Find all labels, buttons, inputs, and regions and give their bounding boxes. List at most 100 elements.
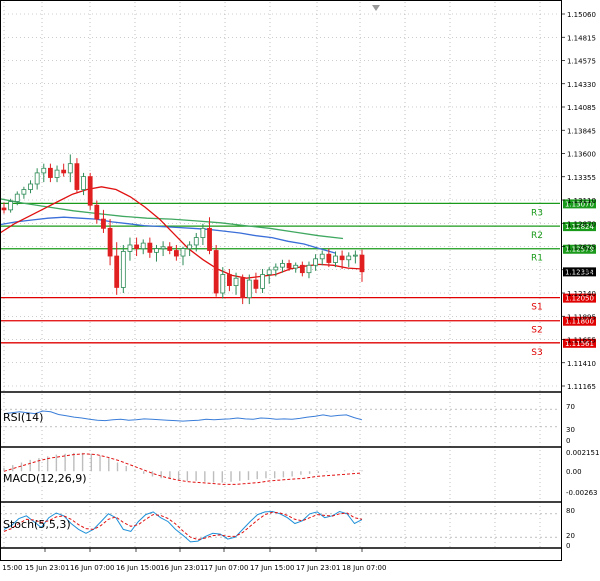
panel-frames [0,0,562,561]
candle-body [140,242,146,250]
candle [107,219,113,266]
macd-panel-label: MACD(12,26,9) [3,472,87,485]
stoch-main-line [3,510,363,543]
price-tick-label: 1.12140 [567,290,596,298]
price-tick-label: 1.12625 [567,244,596,252]
stoch-axis-label: 0 [566,542,570,550]
candle-body [293,264,299,269]
candle-body [233,277,239,287]
candle [127,237,133,261]
level-price-tag [563,222,596,232]
candle-body [213,250,219,294]
stoch-signal-line [3,511,363,541]
candle [246,274,252,305]
level-name-s3: S3 [531,348,542,358]
indicator-panels [0,408,560,543]
candle [114,242,120,295]
rsi-axis-label: 30 [566,426,575,434]
price-tick-label: 1.13600 [567,151,596,159]
candle [54,165,60,183]
rsi-panel-label: RSI(14) [3,411,43,424]
candle-body [266,269,272,275]
price-tick-label: 1.14815 [567,34,596,42]
time-tick-label: 17 Jun 23:01 [296,564,340,572]
level-price-tag [563,338,596,348]
candle-body [61,169,67,174]
candle-body [1,207,7,211]
candle-body [220,274,226,294]
rsi-axis-label: 0 [566,437,570,445]
candle [313,254,318,271]
price-tick-label: 1.13355 [567,174,596,182]
candle-body [81,176,86,190]
candle-body [14,193,20,202]
candle-body [48,167,53,178]
candle [1,202,7,214]
time-tick-label: 18 Jun 07:00 [342,564,386,572]
level-name-r1: R1 [531,254,543,264]
candle [28,180,33,194]
candle [233,272,239,295]
candle [14,191,20,206]
time-tick-label: 16 Jun 15:00 [116,564,160,572]
candle [154,244,159,262]
price-tick-label: 1.12870 [567,220,596,228]
price-tick-label: 1.14330 [567,81,596,89]
candle-body [180,248,186,257]
price-tick-label: 1.11895 [567,313,596,321]
candle-body [352,254,358,257]
price-tick-label: 1.14575 [567,58,596,66]
time-tick-label: 17 Jun 07:00 [204,564,248,572]
candle-body [260,274,265,289]
candle-body [326,253,332,263]
candle [346,252,352,268]
candle-body [87,176,93,206]
macd-axis-label: 0.002151 [566,449,599,457]
macd-axis-label: 0.00 [566,468,582,476]
rsi-line [3,410,363,422]
stoch-axis-label: 20 [566,532,575,540]
candle-body [167,246,173,251]
candle-body [54,169,60,178]
candle [280,259,285,273]
candle-body [240,277,246,299]
candle-body [107,227,113,257]
candle [213,244,219,297]
price-tick-label: 1.12385 [567,267,596,275]
candle-body [74,163,80,190]
candle-body [94,204,100,220]
candle-body [319,253,325,260]
candle [293,262,299,273]
current-price-tag [563,267,596,277]
candle [140,239,146,255]
stoch-panel-label: Stoch(5,5,3) [3,518,71,531]
candle [67,154,73,183]
candle [220,267,226,299]
candle-body [114,255,120,288]
candle [41,163,47,183]
level-price-label: 1.11561 [565,340,594,348]
candle-body [286,263,292,269]
candle [180,246,186,266]
candle [160,241,166,257]
candle-body [359,254,365,273]
candle-body [160,246,166,250]
candle [299,261,305,277]
candle [207,217,212,255]
candle-body [154,248,159,253]
candle [352,250,358,264]
candle-body [28,183,33,190]
ma-green-line [0,198,344,240]
level-name-r3: R3 [531,208,543,218]
candle [359,249,365,282]
rsi-axis-label: 70 [566,403,575,411]
candle [120,244,126,293]
candle-body [134,244,139,250]
candle [260,268,265,293]
candle-body [207,227,212,251]
candle [94,200,100,224]
candle [74,158,80,194]
candle-body [273,266,279,271]
candle [273,263,279,277]
